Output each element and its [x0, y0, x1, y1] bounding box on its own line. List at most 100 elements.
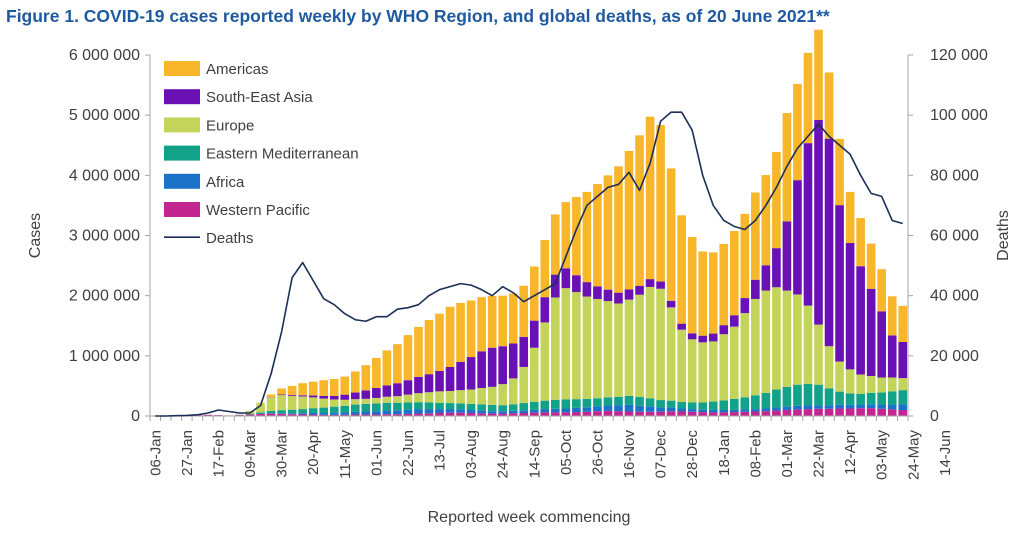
bar-eastern-mediterranean-49	[666, 400, 676, 408]
y2-tick-label: 40 000	[930, 288, 979, 305]
legend-label: Africa	[206, 174, 245, 191]
y-tick-label: 5 000 000	[69, 107, 140, 124]
bar-europe-37	[540, 322, 550, 401]
bar-americas-42	[593, 184, 602, 287]
bar-africa-48	[656, 407, 665, 412]
bar-eastern-mediterranean-34	[508, 404, 518, 411]
bar-western-pacific-66	[845, 408, 855, 416]
x-tick-label: 14-Sep	[526, 430, 543, 478]
bar-americas-50	[677, 215, 686, 324]
bar-south-east-asia-17	[329, 395, 339, 400]
bar-americas-62	[803, 52, 813, 144]
bar-south-east-asia-38	[551, 274, 560, 298]
bar-africa-37	[540, 409, 550, 413]
bar-western-pacific-35	[519, 412, 529, 416]
bar-europe-56	[740, 313, 750, 398]
bar-western-pacific-12	[277, 413, 286, 416]
bar-africa-18	[340, 412, 350, 415]
bar-eastern-mediterranean-31	[477, 404, 486, 411]
bar-western-pacific-69	[877, 408, 886, 416]
bar-europe-70	[887, 377, 897, 392]
bar-americas-16	[319, 380, 329, 396]
bar-africa-49	[666, 407, 676, 412]
bar-europe-36	[529, 347, 539, 402]
x-tick-label: 24-Aug	[495, 430, 512, 478]
bar-eastern-mediterranean-33	[498, 405, 507, 412]
bar-eastern-mediterranean-48	[656, 400, 665, 408]
bar-americas-69	[877, 269, 886, 312]
x-tick-label: 26-Oct	[589, 429, 606, 475]
bar-south-east-asia-20	[361, 390, 371, 399]
bar-africa-63	[814, 405, 823, 409]
bar-western-pacific-32	[487, 413, 497, 416]
bar-south-east-asia-43	[603, 289, 613, 302]
bar-europe-44	[614, 303, 623, 397]
bar-western-pacific-11	[266, 413, 276, 416]
bar-south-east-asia-63	[814, 119, 823, 325]
bar-americas-20	[361, 365, 371, 391]
bar-south-east-asia-48	[656, 281, 665, 289]
bar-americas-28	[445, 306, 455, 367]
bar-africa-13	[287, 413, 297, 415]
bar-western-pacific-42	[593, 411, 602, 416]
bar-europe-39	[561, 288, 571, 400]
bar-south-east-asia-30	[466, 357, 476, 390]
bar-western-pacific-33	[498, 413, 507, 416]
bar-americas-27	[435, 313, 444, 371]
bar-western-pacific-44	[614, 411, 623, 416]
bar-europe-10	[256, 403, 265, 413]
bar-europe-43	[603, 301, 613, 398]
bar-africa-24	[403, 409, 413, 414]
bar-africa-67	[856, 404, 865, 409]
bar-africa-46	[635, 405, 644, 412]
bar-western-pacific-25	[414, 413, 423, 416]
bar-eastern-mediterranean-35	[519, 403, 529, 411]
bar-africa-53	[708, 409, 718, 413]
bar-western-pacific-37	[540, 412, 550, 416]
bar-europe-57	[751, 298, 760, 396]
legend-label: Eastern Mediterranean	[206, 146, 359, 163]
bar-eastern-mediterranean-15	[308, 408, 318, 413]
bar-western-pacific-47	[645, 411, 655, 416]
bar-eastern-mediterranean-29	[456, 403, 465, 410]
bar-americas-15	[308, 381, 318, 396]
bar-americas-67	[856, 218, 865, 267]
bar-africa-64	[824, 405, 834, 409]
bar-africa-25	[414, 409, 423, 414]
bar-western-pacific-21	[372, 414, 381, 416]
bar-europe-64	[824, 346, 834, 389]
bar-europe-52	[698, 342, 708, 403]
bar-western-pacific-49	[666, 411, 676, 416]
bar-western-pacific-51	[687, 411, 697, 416]
bar-africa-19	[350, 411, 360, 415]
bar-europe-60	[782, 290, 792, 387]
bar-africa-36	[529, 409, 539, 413]
bar-western-pacific-34	[508, 413, 518, 416]
bar-south-east-asia-42	[593, 286, 602, 299]
bar-eastern-mediterranean-12	[277, 410, 286, 414]
bar-americas-41	[582, 191, 592, 283]
bar-americas-57	[751, 192, 760, 280]
bar-western-pacific-27	[435, 412, 444, 416]
bar-south-east-asia-28	[445, 366, 455, 392]
bar-western-pacific-10	[256, 413, 265, 416]
x-axis-title: Reported week commencing	[428, 509, 631, 526]
bar-eastern-mediterranean-56	[740, 397, 750, 410]
bar-south-east-asia-67	[856, 266, 865, 375]
bar-europe-50	[677, 329, 686, 402]
bar-south-east-asia-31	[477, 351, 486, 389]
bar-africa-51	[687, 409, 697, 412]
bar-americas-38	[551, 214, 560, 275]
bar-europe-68	[866, 375, 876, 393]
bar-americas-66	[845, 191, 855, 244]
bar-eastern-mediterranean-13	[287, 409, 297, 414]
bar-africa-42	[593, 406, 602, 412]
bar-south-east-asia-49	[666, 300, 676, 308]
bar-south-east-asia-58	[761, 265, 771, 291]
bar-europe-32	[487, 386, 497, 405]
bar-europe-23	[393, 396, 402, 403]
bar-south-east-asia-55	[729, 315, 739, 327]
bar-europe-46	[635, 294, 644, 398]
bar-africa-32	[487, 411, 497, 414]
bar-africa-15	[308, 412, 318, 415]
